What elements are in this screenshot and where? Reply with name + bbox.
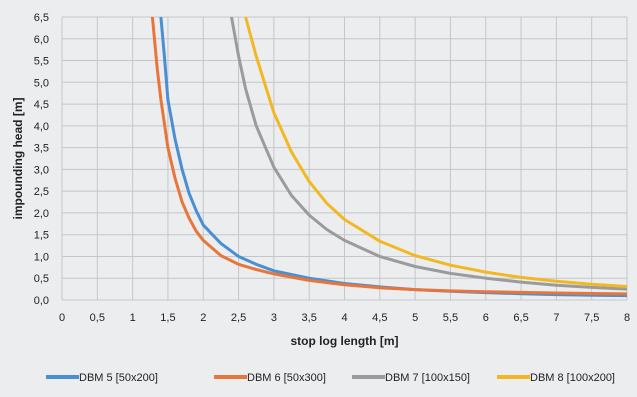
x-tick-label: 6: [483, 312, 489, 324]
grid-lines: [61, 16, 628, 301]
y-tick-label: 0,0: [34, 295, 49, 307]
x-tick-label: 8: [624, 312, 630, 324]
x-tick-label: 3: [271, 312, 277, 324]
x-tick-label: 6,5: [513, 312, 528, 324]
y-tick-label: 6,0: [34, 34, 49, 46]
legend-label-1: DBM 5 [50x200]: [79, 372, 158, 384]
legend-label-2: DBM 6 [50x300]: [247, 372, 326, 384]
y-tick-label: 1,0: [34, 251, 49, 263]
y-tick-label: 5,5: [34, 56, 49, 68]
legend: DBM 5 [50x200] DBM 6 [50x300] DBM 7 [100x1…: [46, 372, 615, 384]
x-tick-label: 5: [412, 312, 418, 324]
x-tick-label: 2,5: [231, 312, 246, 324]
y-tick-label: 3,5: [34, 143, 49, 155]
x-tick-label: 0: [59, 312, 65, 324]
x-tick-label: 3,5: [302, 312, 317, 324]
x-tick-label: 4,5: [372, 312, 387, 324]
series-line-1: [159, 17, 627, 298]
legend-label-3: DBM 7 [100x150]: [385, 372, 470, 384]
x-tick-label: 2: [200, 312, 206, 324]
y-tick-label: 2,5: [34, 186, 49, 198]
series-lines: [150, 17, 627, 298]
x-tick-label: 1: [130, 312, 136, 324]
x-tick-label: 1,5: [160, 312, 175, 324]
x-tick-label: 7,5: [584, 312, 599, 324]
y-tick-label: 5,0: [34, 77, 49, 89]
x-tick-label: 5,5: [443, 312, 458, 324]
x-tick-label: 7: [553, 312, 559, 324]
y-axis-ticks: 0,0 0,5 1,0 1,5 2,0 2,5 3,0 3,5 4,0 4,5 5,0 5,5 6,0 6…: [34, 12, 49, 307]
y-tick-label: 4,0: [34, 121, 49, 133]
legend-label-4: DBM 8 [100x200]: [530, 372, 615, 384]
y-tick-label: 3,0: [34, 164, 49, 176]
y-tick-label: 0,5: [34, 273, 49, 285]
y-tick-label: 6,5: [34, 12, 49, 24]
x-axis-title: stop log length [m]: [291, 334, 399, 348]
series-line-2: [150, 17, 627, 296]
series-line-3: [230, 17, 627, 291]
y-tick-label: 1,5: [34, 230, 49, 242]
y-tick-label: 2,0: [34, 208, 49, 220]
y-tick-label: 4,5: [34, 99, 49, 111]
x-axis-ticks: 0 0,5 1 1,5 2 2,5 3 3,5 4 4,5 5 5,5 6 6,5 7 7,5 8: [59, 312, 630, 324]
y-axis-title: impounding head [m]: [11, 98, 25, 220]
x-tick-label: 4: [341, 312, 347, 324]
x-tick-label: 0,5: [90, 312, 105, 324]
series-line-4: [244, 17, 627, 288]
